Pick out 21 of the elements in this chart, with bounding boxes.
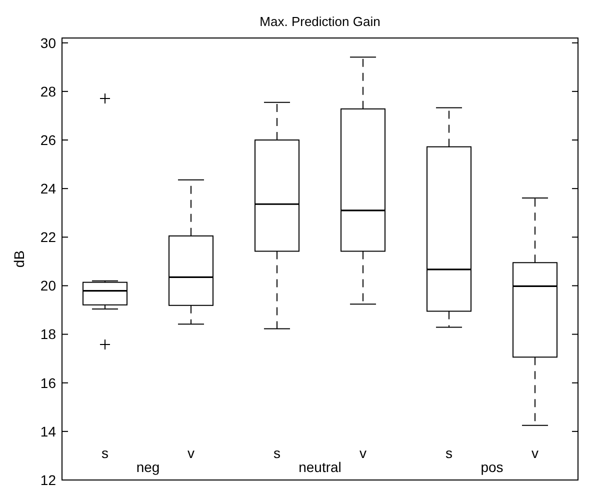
annotation: neutral xyxy=(298,459,342,475)
y-tick-label: 28 xyxy=(40,83,56,100)
y-tick-label: 30 xyxy=(40,34,56,51)
x-tick-label: s xyxy=(102,445,108,461)
y-tick-label: 24 xyxy=(40,180,56,196)
y-tick-label: 18 xyxy=(40,326,56,342)
y-tick-label: 22 xyxy=(40,229,56,246)
y-tick-label: 12 xyxy=(40,472,56,488)
y-tick-label: 20 xyxy=(40,278,56,294)
x-tick-label: v xyxy=(532,445,538,461)
y-tick-label: 16 xyxy=(40,374,56,391)
chart-title: Max. Prediction Gain xyxy=(260,14,380,29)
x-tick-label: v xyxy=(360,445,366,461)
x-tick-label: v xyxy=(188,445,194,461)
y-axis-title: dB xyxy=(11,250,27,268)
x-tick-label: s xyxy=(446,445,452,461)
annotation: pos xyxy=(480,459,504,475)
x-tick-label: s xyxy=(274,445,280,461)
y-tick-label: 14 xyxy=(40,423,56,440)
y-tick-label: 26 xyxy=(40,132,56,148)
annotation: neg xyxy=(136,459,160,475)
